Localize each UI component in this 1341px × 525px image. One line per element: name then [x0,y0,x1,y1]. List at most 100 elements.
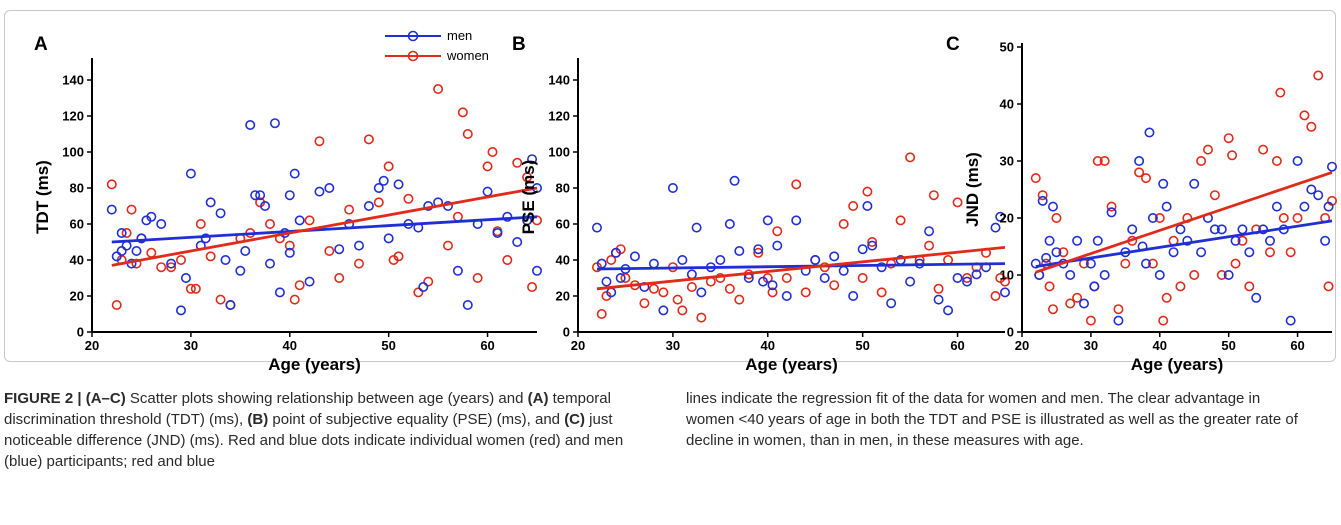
x-tick-label: 40 [1153,338,1167,353]
data-point-men [819,272,830,283]
data-point-women [1216,269,1227,280]
data-point-men [1320,235,1331,246]
x-tick-label: 60 [950,338,964,353]
data-point-women [1223,133,1234,144]
regression-line-women [111,186,538,267]
caption-ref-c: (C) [564,411,586,428]
data-point-women [1313,70,1324,81]
data-point-men [225,299,236,310]
y-tick-label: 20 [1000,211,1014,226]
data-point-men [1189,178,1200,189]
data-point-men [294,215,305,226]
data-point-men [1147,213,1158,224]
data-point-women [1189,269,1200,280]
data-point-women [905,152,916,163]
data-point-men [264,258,275,269]
data-point-women [895,215,906,226]
y-tick-label: 0 [563,325,570,340]
data-point-men [933,294,944,305]
y-tick-label: 0 [1007,325,1014,340]
panel-label: A [34,34,48,55]
data-point-women [126,204,137,215]
figure-caption-left: FIGURE 2 | (A–C) Scatter plots showing r… [4,388,640,472]
data-point-women [848,201,859,212]
data-point-men [166,258,177,269]
data-point-women [962,272,973,283]
data-point-women [334,272,345,283]
data-point-women [1209,190,1220,201]
data-point-men [1161,201,1172,212]
data-point-men [353,240,364,251]
data-point-men [658,305,669,316]
data-point-women [648,283,659,294]
data-point-men [1141,258,1152,269]
data-point-men [876,262,887,273]
x-tick-label: 60 [1290,338,1304,353]
data-point-women [838,219,849,230]
data-point-women [1141,173,1152,184]
data-point-men [1041,252,1052,263]
data-point-men [753,244,764,255]
data-point-women [829,280,840,291]
data-point-men [791,215,802,226]
data-point-men [734,246,745,257]
data-point-women [867,237,878,248]
data-point-men [610,247,621,258]
data-point-women [294,280,305,291]
data-point-women [383,161,394,172]
data-point-women [1285,247,1296,258]
data-point-men [215,208,226,219]
chart-panel-c: C 0 10 20 30 40 50 20 30 40 50 60 Age (years) JND (ms… [946,34,1338,374]
data-point-women [522,172,533,183]
legend-swatch-men [385,30,441,42]
data-point-men [1223,269,1234,280]
data-point-women [190,283,201,294]
data-point-women [156,262,167,273]
series-women [106,84,542,310]
data-point-women [1154,213,1165,224]
data-point-men [418,281,429,292]
data-point-women [1030,173,1041,184]
data-point-men [176,305,187,316]
data-point-women [876,287,887,298]
data-point-men [1209,224,1220,235]
data-point-men [615,272,626,283]
data-point-women [442,240,453,251]
x-tick-label: 60 [480,338,494,353]
data-point-men [810,255,821,266]
data-point-women [472,272,483,283]
data-point-women [527,281,538,292]
data-point-men [1099,269,1110,280]
data-point-women [1265,247,1276,258]
data-point-women [433,84,444,95]
data-point-women [1161,292,1172,303]
data-point-women [791,179,802,190]
data-point-men [848,290,859,301]
data-point-men [1244,247,1255,258]
data-point-women [933,283,944,294]
data-point-women [304,215,315,226]
data-point-women [1072,292,1083,303]
x-tick-label: 30 [666,338,680,353]
data-point-women [1120,258,1131,269]
figure-caption-right: lines indicate the regression fit of the… [686,388,1306,451]
data-point-women [462,129,473,140]
regression-line-women [596,246,1006,291]
data-point-men [185,168,196,179]
data-point-women [990,290,1001,301]
data-point-women [606,255,617,266]
data-point-women [596,308,607,319]
data-point-men [1182,235,1193,246]
y-tick-label: 120 [62,109,84,124]
panel-label: B [512,34,526,55]
data-point-women [1051,213,1062,224]
data-point-men [531,265,542,276]
data-point-men [990,222,1001,233]
data-point-women [772,226,783,237]
data-point-women [1292,213,1303,224]
data-point-men [677,255,688,266]
legend-label-women: women [447,48,489,63]
data-point-women [767,287,778,298]
data-point-men [136,233,147,244]
